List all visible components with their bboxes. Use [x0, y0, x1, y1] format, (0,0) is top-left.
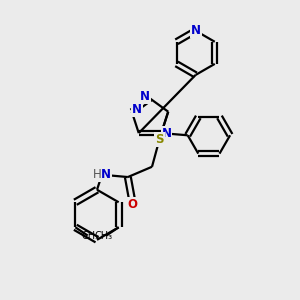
Text: S: S: [155, 133, 164, 146]
Text: CH₃: CH₃: [94, 230, 112, 241]
Text: O: O: [127, 198, 137, 211]
Text: N: N: [140, 91, 150, 103]
Text: N: N: [101, 168, 111, 181]
Text: N: N: [161, 127, 172, 140]
Text: N: N: [190, 24, 201, 37]
Text: H: H: [93, 168, 102, 181]
Text: N: N: [132, 103, 142, 116]
Text: CH₃: CH₃: [82, 230, 100, 241]
